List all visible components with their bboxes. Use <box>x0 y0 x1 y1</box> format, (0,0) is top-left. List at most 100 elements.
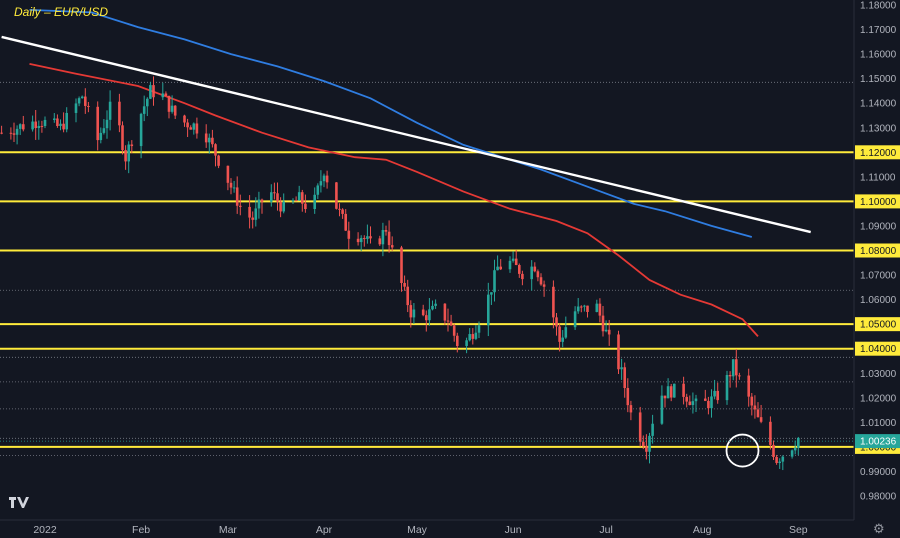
candle-body[interactable] <box>186 122 189 128</box>
candle-body[interactable] <box>149 85 152 99</box>
candle-body[interactable] <box>390 245 394 248</box>
candle-body[interactable] <box>685 396 688 402</box>
candle-body[interactable] <box>638 412 642 442</box>
candle-body[interactable] <box>518 265 521 274</box>
candle-body[interactable] <box>617 334 620 370</box>
candle-body[interactable] <box>77 98 81 104</box>
candle-body[interactable] <box>0 132 3 134</box>
candle-body[interactable] <box>474 332 478 339</box>
candle-body[interactable] <box>301 192 304 204</box>
candle-body[interactable] <box>12 133 16 135</box>
candle-body[interactable] <box>270 192 273 202</box>
candle-body[interactable] <box>254 208 258 220</box>
candle-body[interactable] <box>648 435 651 452</box>
candle-body[interactable] <box>421 309 425 316</box>
moving-average-line[interactable] <box>29 63 759 338</box>
candle-body[interactable] <box>43 119 47 127</box>
candle-body[interactable] <box>146 98 149 107</box>
candle-body[interactable] <box>623 367 626 389</box>
candle-body[interactable] <box>65 112 68 130</box>
candle-body[interactable] <box>279 201 282 212</box>
candle-body[interactable] <box>521 273 524 280</box>
candle-body[interactable] <box>514 258 518 266</box>
candle-body[interactable] <box>347 230 351 239</box>
key-level-tag[interactable] <box>855 145 900 160</box>
candle-body[interactable] <box>573 311 577 328</box>
candle-body[interactable] <box>130 144 134 147</box>
candle-body[interactable] <box>276 193 279 202</box>
candle-body[interactable] <box>604 329 608 332</box>
candle-body[interactable] <box>446 320 450 322</box>
candle-body[interactable] <box>434 303 437 306</box>
candle-body[interactable] <box>586 305 589 312</box>
candle-body[interactable] <box>731 359 735 377</box>
candle-body[interactable] <box>552 286 555 318</box>
candle-body[interactable] <box>406 286 409 306</box>
candle-body[interactable] <box>539 277 543 285</box>
candle-body[interactable] <box>511 258 515 261</box>
candle-body[interactable] <box>248 206 251 218</box>
candle-body[interactable] <box>164 93 168 96</box>
candle-body[interactable] <box>366 236 369 239</box>
candle-body[interactable] <box>496 266 499 271</box>
candle-body[interactable] <box>682 383 685 397</box>
candle-body[interactable] <box>204 133 208 143</box>
candle-body[interactable] <box>735 359 738 376</box>
candle-body[interactable] <box>716 390 719 401</box>
candle-body[interactable] <box>663 395 667 399</box>
candle-body[interactable] <box>304 203 307 210</box>
trendline[interactable] <box>1 35 811 234</box>
key-level-tag[interactable] <box>855 194 900 209</box>
candle-body[interactable] <box>468 334 471 341</box>
candle-body[interactable] <box>499 266 502 270</box>
candle-body[interactable] <box>229 182 233 188</box>
candle-body[interactable] <box>235 187 239 206</box>
candle-body[interactable] <box>211 137 214 145</box>
candle-body[interactable] <box>378 238 382 245</box>
candle-body[interactable] <box>452 325 456 336</box>
candle-body[interactable] <box>598 303 602 316</box>
candle-body[interactable] <box>620 367 623 370</box>
candle-body[interactable] <box>530 266 533 280</box>
candle-body[interactable] <box>121 125 124 151</box>
candle-body[interactable] <box>142 106 146 114</box>
candle-body[interactable] <box>40 125 44 127</box>
candle-body[interactable] <box>214 144 217 156</box>
candle-body[interactable] <box>108 101 112 120</box>
candle-body[interactable] <box>195 123 199 134</box>
candle-body[interactable] <box>192 123 196 130</box>
highlight-circle[interactable] <box>725 433 760 468</box>
candle-body[interactable] <box>325 175 329 183</box>
candle-body[interactable] <box>84 96 87 106</box>
candle-body[interactable] <box>449 321 453 326</box>
candle-body[interactable] <box>369 236 372 239</box>
candle-body[interactable] <box>728 375 732 377</box>
candle-body[interactable] <box>465 340 468 346</box>
candle-body[interactable] <box>56 118 59 127</box>
candle-body[interactable] <box>542 284 546 287</box>
candle-body[interactable] <box>775 456 778 463</box>
candle-body[interactable] <box>208 137 211 143</box>
candle-body[interactable] <box>645 446 648 452</box>
candle-body[interactable] <box>490 292 493 295</box>
candle-body[interactable] <box>22 124 25 130</box>
candle-body[interactable] <box>257 199 261 209</box>
candle-body[interactable] <box>139 113 143 147</box>
candle-body[interactable] <box>363 238 366 240</box>
candle-body[interactable] <box>477 325 481 333</box>
candle-body[interactable] <box>251 217 254 220</box>
candle-body[interactable] <box>359 238 363 243</box>
candle-body[interactable] <box>793 447 797 451</box>
candle-body[interactable] <box>412 309 416 318</box>
candle-body[interactable] <box>651 423 654 436</box>
candle-body[interactable] <box>80 96 84 99</box>
candle-body[interactable] <box>790 450 794 457</box>
candle-body[interactable] <box>9 132 13 134</box>
moving-average-line[interactable] <box>29 9 753 238</box>
candle-body[interactable] <box>105 119 109 129</box>
candle-body[interactable] <box>87 105 90 107</box>
candle-body[interactable] <box>769 421 772 445</box>
candle-body[interactable] <box>756 409 760 418</box>
candle-body[interactable] <box>580 306 583 308</box>
candle-body[interactable] <box>189 127 192 130</box>
